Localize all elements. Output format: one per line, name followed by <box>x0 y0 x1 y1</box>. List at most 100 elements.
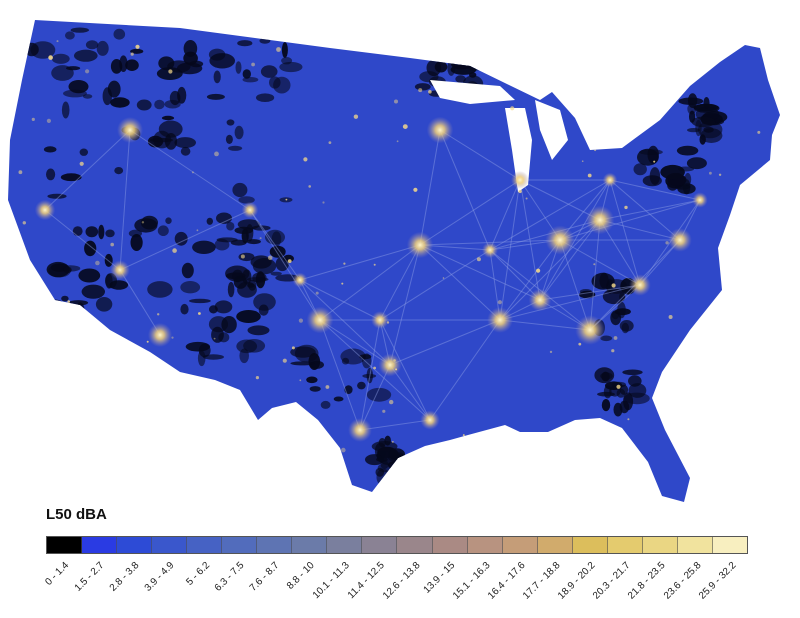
town-noise-dot <box>704 59 708 63</box>
road-corridor <box>319 319 391 366</box>
quiet-area-patch <box>247 325 270 336</box>
quiet-area-patch <box>619 400 630 414</box>
quiet-area-patch <box>689 110 696 123</box>
quiet-area-patch <box>246 239 261 245</box>
quiet-area-patch <box>599 272 609 289</box>
quiet-area-patch <box>260 65 278 78</box>
town-noise-dot <box>611 349 615 353</box>
legend-swatch <box>607 537 643 553</box>
city-noise-hotspot <box>487 307 513 333</box>
noise-map <box>8 20 780 502</box>
city-noise-hotspot <box>528 288 552 312</box>
town-noise-dot <box>27 370 30 373</box>
road-corridor <box>119 209 251 271</box>
legend-class-label: 8.8 - 10 <box>285 560 318 592</box>
city-hotspots-layer <box>18 39 761 459</box>
town-noise-dot <box>328 141 332 145</box>
quiet-area-patch <box>130 234 143 251</box>
legend-swatch <box>187 537 223 553</box>
quiet-area-patch <box>309 386 321 392</box>
town-noise-dot <box>168 69 173 74</box>
town-noise-dot <box>353 114 359 119</box>
town-noise-dot <box>611 283 616 288</box>
town-noise-dot <box>31 117 35 121</box>
town-noise-dot <box>391 440 394 443</box>
city-noise-hotspot <box>406 231 434 259</box>
legend-class-label: 6.3 - 7.5 <box>213 560 247 594</box>
town-noise-dot <box>402 124 408 129</box>
quiet-area-patch <box>469 72 477 78</box>
legend-swatch <box>257 537 293 553</box>
quiet-area-patch <box>47 193 67 199</box>
quiet-area-patch <box>60 173 82 182</box>
city-noise-hotspot <box>117 117 143 143</box>
quiet-area-patch <box>165 217 172 224</box>
town-noise-dot <box>525 197 528 200</box>
legend-swatch <box>572 537 608 553</box>
legend-class-label: 13.9 - 15 <box>421 560 458 596</box>
town-noise-dot <box>210 410 215 415</box>
town-noise-dot <box>315 291 319 295</box>
quiet-area-patch <box>177 86 187 104</box>
quiet-area-patch <box>209 305 218 314</box>
quiet-area-patch <box>157 225 169 236</box>
quiet-area-patch <box>357 381 366 390</box>
city-noise-hotspot <box>420 410 440 430</box>
town-noise-dot <box>56 40 59 43</box>
road-corridor <box>44 129 131 211</box>
quiet-area-patch <box>400 470 409 475</box>
road-corridor <box>44 209 121 271</box>
quiet-area-patch <box>74 49 98 62</box>
town-noise-dot <box>343 262 346 265</box>
quiet-area-patch <box>227 281 235 298</box>
town-noise-dot <box>214 151 219 157</box>
quiet-area-patch <box>344 385 353 394</box>
town-noise-dot <box>697 50 701 54</box>
town-noise-dot <box>593 263 596 266</box>
quiet-area-patch <box>216 212 232 224</box>
town-noise-dot <box>172 248 177 253</box>
quiet-area-patch <box>455 75 466 83</box>
town-noise-dot <box>212 433 215 436</box>
town-noise-dot <box>165 367 168 370</box>
town-noise-dot <box>413 187 418 192</box>
road-corridor <box>489 249 541 301</box>
quiet-area-patch <box>269 245 286 258</box>
us-noise-map-svg <box>8 20 780 502</box>
town-noise-dot <box>442 277 445 279</box>
quiet-area-patch <box>464 57 485 71</box>
town-noise-dot <box>213 337 216 340</box>
town-noise-dot <box>394 99 398 104</box>
town-noise-dot <box>513 70 518 74</box>
town-noise-dot <box>594 149 597 152</box>
town-noise-dot <box>581 160 584 162</box>
road-corridor <box>499 239 561 321</box>
legend-class-label: 10.1 - 11.3 <box>311 560 353 602</box>
quiet-area-patch <box>154 99 165 110</box>
town-noise-dot <box>341 447 346 453</box>
quiet-area-patch <box>183 51 198 65</box>
quiet-area-patch <box>320 400 331 409</box>
quiet-area-patch <box>237 40 253 47</box>
legend-swatch <box>537 537 573 553</box>
legend-swatch <box>222 537 258 553</box>
legend-swatch <box>117 537 153 553</box>
town-noise-dot <box>611 440 616 446</box>
town-noise-dot <box>308 185 312 188</box>
legend-class-label: 11.4 - 12.5 <box>346 560 388 602</box>
road-corridor <box>499 219 601 321</box>
quiet-area-patch <box>107 80 121 98</box>
quiet-area-patch <box>601 399 611 412</box>
quiet-area-patch <box>221 316 237 334</box>
legend-class-label: 3.9 - 4.9 <box>142 560 177 594</box>
town-noise-dot <box>575 93 578 96</box>
road-corridor <box>429 319 501 421</box>
legend-class-label: 12.6 - 13.8 <box>380 560 423 602</box>
town-noise-dot <box>719 370 724 374</box>
quiet-area-patch <box>70 27 90 33</box>
quiet-area-patch <box>451 58 472 70</box>
quiet-area-patch <box>105 273 113 289</box>
town-noise-dot <box>191 171 194 174</box>
town-noise-dot <box>299 379 302 382</box>
road-corridor <box>499 284 641 321</box>
